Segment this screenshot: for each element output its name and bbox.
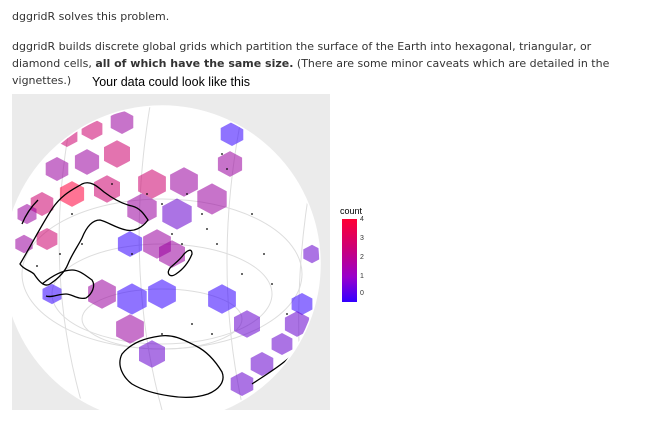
data-point xyxy=(36,265,38,267)
data-point xyxy=(161,203,163,205)
hex-cell xyxy=(303,244,320,264)
description-bold-text: all of which have the same size. xyxy=(95,57,294,70)
coastline xyxy=(19,182,309,398)
hex-cell xyxy=(284,311,310,337)
data-point xyxy=(251,213,253,215)
hex-cell xyxy=(36,228,58,250)
data-point xyxy=(171,233,173,235)
data-point xyxy=(111,183,113,185)
hex-cell xyxy=(170,167,198,197)
hex-cell xyxy=(127,193,157,225)
legend-tick-4: 4 xyxy=(360,216,364,223)
data-point xyxy=(81,243,83,245)
data-point xyxy=(286,313,288,315)
data-point xyxy=(131,253,133,255)
data-point xyxy=(186,193,188,195)
hex-cell xyxy=(234,310,260,338)
hex-cell xyxy=(217,151,243,177)
globe-outline xyxy=(12,105,321,410)
hex-cell xyxy=(104,140,130,168)
hex-cell xyxy=(291,293,313,315)
hex-cell xyxy=(271,333,293,355)
legend-tick-3: 3 xyxy=(360,235,364,242)
hex-cell xyxy=(74,149,100,175)
data-point xyxy=(201,213,203,215)
hex-cell xyxy=(94,175,120,203)
legend-tick-1: 1 xyxy=(360,273,364,280)
data-point xyxy=(191,323,193,325)
legend-color-bar xyxy=(342,219,357,302)
data-point xyxy=(216,243,218,245)
hex-cell xyxy=(138,169,166,199)
hex-cell xyxy=(250,352,274,376)
data-point xyxy=(71,213,73,215)
globe-disc xyxy=(12,106,320,410)
hex-cell xyxy=(116,314,144,344)
data-point xyxy=(263,253,265,255)
legend-tick-2: 2 xyxy=(360,254,364,261)
hex-cell xyxy=(117,283,147,315)
data-point xyxy=(211,333,213,335)
hex-cell xyxy=(117,231,143,257)
data-point xyxy=(206,228,208,230)
description-caveat-text: (There are some minor caveats which are … xyxy=(12,57,610,87)
data-point xyxy=(271,283,273,285)
hex-cells xyxy=(15,110,320,396)
intro-text: dggridR solves this problem. xyxy=(12,10,170,23)
legend-tick-0: 0 xyxy=(360,290,364,297)
hex-cell xyxy=(59,181,85,207)
hex-cell xyxy=(208,284,236,314)
data-point xyxy=(221,153,223,155)
hex-cell xyxy=(110,110,134,134)
description-text: dggridR builds discrete global grids whi… xyxy=(12,40,592,70)
data-point xyxy=(226,168,228,170)
hex-cell xyxy=(139,340,165,368)
hex-cell xyxy=(220,122,244,146)
figure-title: Your data could look like this xyxy=(92,75,250,89)
data-point xyxy=(146,193,148,195)
data-point xyxy=(59,253,61,255)
data-point xyxy=(241,273,243,275)
hex-cell xyxy=(88,279,116,309)
hex-cell xyxy=(45,157,69,181)
legend-title: count xyxy=(340,206,363,216)
hex-cell xyxy=(148,279,176,309)
data-point xyxy=(181,243,183,245)
description-paragraph: dggridR builds discrete global grids whi… xyxy=(12,38,632,89)
hex-cell xyxy=(230,372,254,396)
hex-cell xyxy=(197,183,227,215)
map-figure: Your data could look like this xyxy=(12,72,332,412)
globe-hexgrid-plot xyxy=(12,94,330,410)
intro-paragraph: dggridR solves this problem. xyxy=(12,8,169,25)
count-legend: count 4 3 2 1 0 xyxy=(338,206,388,306)
hex-cell xyxy=(42,283,62,305)
data-point xyxy=(161,333,163,335)
hex-cell xyxy=(162,198,192,230)
